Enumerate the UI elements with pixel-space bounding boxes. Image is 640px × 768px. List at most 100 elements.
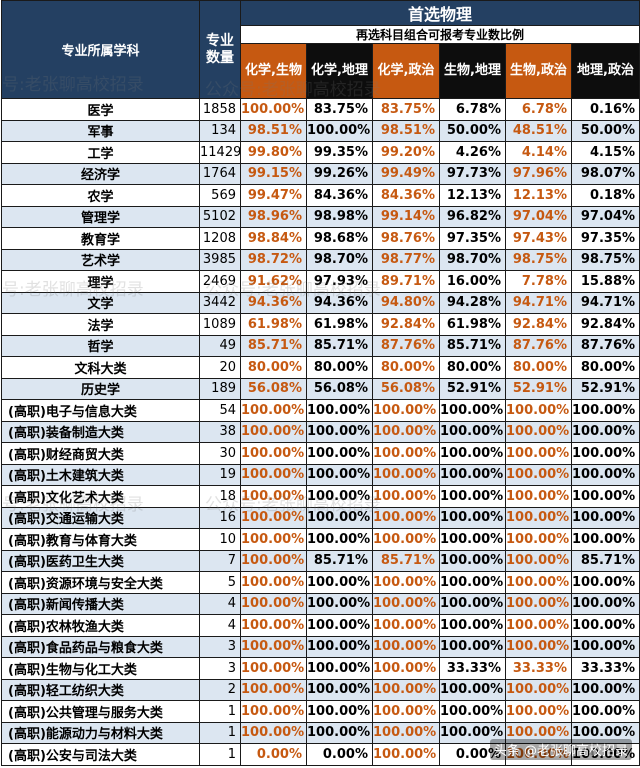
ratio-cell: 100.00% xyxy=(439,721,506,744)
ratio-cell: 50.00% xyxy=(439,119,506,142)
ratio-cell: 100.00% xyxy=(306,463,373,486)
row-subject: (高职)公安与司法大类 xyxy=(1,743,200,766)
row-subject: (高职)生物与化工大类 xyxy=(1,657,200,680)
ratio-cell: 100.00% xyxy=(372,399,440,422)
ratio-cell: 97.43% xyxy=(505,227,572,250)
ratio-cell: 100.00% xyxy=(505,528,572,551)
ratio-cell: 85.71% xyxy=(570,549,640,572)
ratio-cell: 100.00% xyxy=(439,571,506,594)
ratio-cell: 83.75% xyxy=(306,98,373,121)
ratio-cell: 12.13% xyxy=(439,184,506,207)
row-count: 2 xyxy=(199,678,241,701)
column-header-4: 生物,地理 xyxy=(439,43,506,99)
ratio-cell: 100.00% xyxy=(240,399,307,422)
ratio-cell: 33.33% xyxy=(439,657,506,680)
ratio-cell: 100.00% xyxy=(505,420,572,443)
ratio-cell: 97.93% xyxy=(306,270,373,293)
ratio-cell: 0.00% xyxy=(439,743,506,766)
ratio-cell: 61.98% xyxy=(240,313,307,336)
ratio-cell: 4.26% xyxy=(439,141,506,164)
ratio-cell: 0.16% xyxy=(570,98,640,121)
row-subject: (高职)公共管理与服务大类 xyxy=(1,700,200,723)
table-row: 医学 1858 100.00% 83.75% 83.75% 6.78% 6.78% 0.16% xyxy=(1,98,640,121)
ratio-cell: 98.51% xyxy=(372,119,440,142)
ratio-cell: 100.00% xyxy=(372,743,440,766)
table-row: (高职)食品药品与粮食大类 3 100.00% 100.00% 100.00% 100.0… xyxy=(1,635,640,658)
ratio-cell: 100.00% xyxy=(570,721,640,744)
footer-watermark: 头条 @老张聊高校招录 xyxy=(489,739,632,760)
row-subject: (高职)装备制造大类 xyxy=(1,420,200,443)
table-row: (高职)轻工纺织大类 2 100.00% 100.00% 100.00% 100.00% 1… xyxy=(1,678,640,701)
ratio-cell: 0.00% xyxy=(306,743,373,766)
ratio-cell: 4.15% xyxy=(570,141,640,164)
ratio-cell: 100.00% xyxy=(570,463,640,486)
table-row: 法学 1089 61.98% 61.98% 92.84% 61.98% 92.84% 92.8… xyxy=(1,313,640,336)
ratio-cell: 100.00% xyxy=(439,463,506,486)
ratio-cell: 6.78% xyxy=(505,98,572,121)
ratio-cell: 83.75% xyxy=(372,98,440,121)
ratio-cell: 100.00% xyxy=(439,635,506,658)
row-count: 1764 xyxy=(199,162,241,185)
ratio-cell: 100.00% xyxy=(570,743,640,766)
ratio-cell: 99.20% xyxy=(372,141,440,164)
table-row: (高职)资源环境与安全大类 5 100.00% 100.00% 100.00% 100.0… xyxy=(1,571,640,594)
ratio-cell: 56.08% xyxy=(306,377,373,400)
ratio-cell: 94.71% xyxy=(570,291,640,314)
table-row: 历史学 189 56.08% 56.08% 56.08% 52.91% 52.91% 52.9… xyxy=(1,377,640,400)
ratio-cell: 100.00% xyxy=(439,700,506,723)
ratio-cell: 100.00% xyxy=(570,485,640,508)
table-row: (高职)电子与信息大类 54 100.00% 100.00% 100.00% 100.00… xyxy=(1,399,640,422)
ratio-cell: 100.00% xyxy=(306,442,373,465)
ratio-cell: 94.80% xyxy=(372,291,440,314)
column-header-3: 化学,政治 xyxy=(372,43,440,99)
ratio-cell: 100.00% xyxy=(570,700,640,723)
ratio-cell: 97.04% xyxy=(505,205,572,228)
row-subject: (高职)资源环境与安全大类 xyxy=(1,571,200,594)
table-row: (高职)生物与化工大类 3 100.00% 100.00% 100.00% 33.33% 3… xyxy=(1,657,640,680)
ratio-cell: 99.49% xyxy=(372,162,440,185)
count-header: 专业数量 xyxy=(199,0,241,99)
row-subject: (高职)财经商贸大类 xyxy=(1,442,200,465)
ratio-cell: 52.91% xyxy=(439,377,506,400)
ratio-cell: 85.71% xyxy=(372,549,440,572)
column-header-2: 化学,地理 xyxy=(306,43,373,99)
ratio-cell: 33.33% xyxy=(570,657,640,680)
ratio-cell: 91.62% xyxy=(240,270,307,293)
row-subject: 军事 xyxy=(1,119,200,142)
ratio-cell: 98.77% xyxy=(372,248,440,271)
table-title: 首选物理 xyxy=(239,0,640,26)
ratio-cell: 100.00% xyxy=(570,592,640,615)
ratio-cell: 100.00% xyxy=(372,635,440,658)
table-row: (高职)公安与司法大类 1 0.00% 0.00% 100.00% 0.00% 100.00… xyxy=(1,743,640,766)
ratio-cell: 100.00% xyxy=(505,485,572,508)
row-count: 54 xyxy=(199,399,241,422)
ratio-cell: 100.00% xyxy=(570,442,640,465)
table-row: (高职)交通运输大类 16 100.00% 100.00% 100.00% 100.00%… xyxy=(1,506,640,529)
row-count: 1 xyxy=(199,743,241,766)
ratio-cell: 100.00% xyxy=(372,721,440,744)
ratio-cell: 16.00% xyxy=(439,270,506,293)
row-count: 38 xyxy=(199,420,241,443)
ratio-cell: 100.00% xyxy=(240,678,307,701)
ratio-cell: 94.36% xyxy=(306,291,373,314)
ratio-cell: 0.18% xyxy=(570,184,640,207)
ratio-cell: 100.00% xyxy=(306,119,373,142)
ratio-cell: 100.00% xyxy=(372,614,440,637)
ratio-cell: 100.00% xyxy=(372,592,440,615)
ratio-cell: 100.00% xyxy=(306,721,373,744)
ratio-cell: 100.00% xyxy=(240,420,307,443)
ratio-cell: 100.00% xyxy=(240,485,307,508)
ratio-cell: 100.00% xyxy=(439,592,506,615)
table-row: (高职)装备制造大类 38 100.00% 100.00% 100.00% 100.00%… xyxy=(1,420,640,443)
ratio-cell: 97.35% xyxy=(439,227,506,250)
table-row: 军事 134 98.51% 100.00% 98.51% 50.00% 48.51% 50.0… xyxy=(1,119,640,142)
ratio-cell: 100.00% xyxy=(570,399,640,422)
ratio-cell: 56.08% xyxy=(372,377,440,400)
ratio-cell: 98.07% xyxy=(570,162,640,185)
table-row: (高职)新闻传播大类 4 100.00% 100.00% 100.00% 100.00% 1… xyxy=(1,592,640,615)
row-count: 2469 xyxy=(199,270,241,293)
ratio-cell: 100.00% xyxy=(240,528,307,551)
ratio-cell: 100.00% xyxy=(505,463,572,486)
